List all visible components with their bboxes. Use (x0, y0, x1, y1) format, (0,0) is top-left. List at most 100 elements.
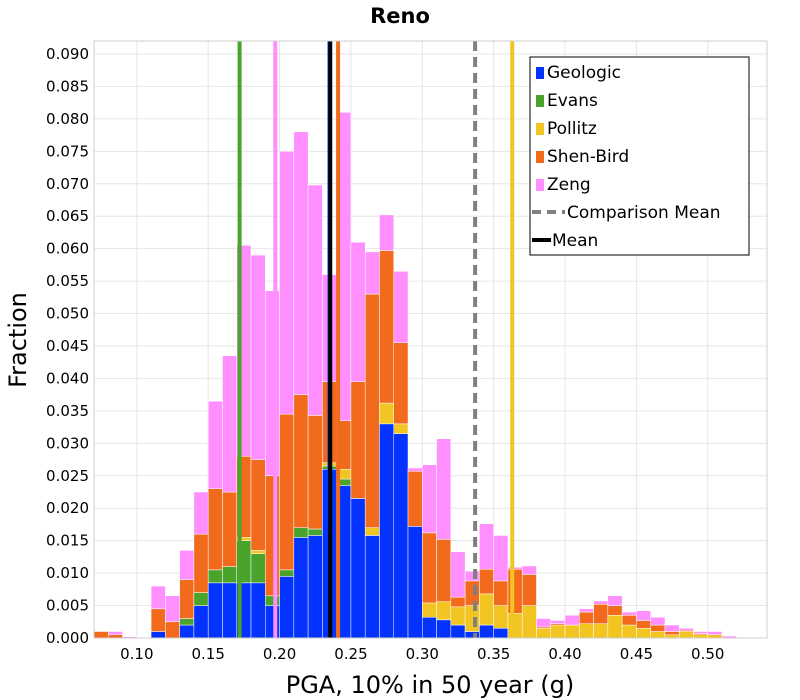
y-tick-label: 0.015 (46, 532, 89, 550)
bar-geologic (464, 631, 480, 639)
y-tick-label: 0.040 (46, 369, 89, 387)
bar-pollitz (678, 631, 694, 639)
legend-swatch (536, 67, 544, 79)
y-tick-label: 0.075 (46, 142, 89, 160)
bar-zeng (593, 600, 609, 605)
bar-pollitz (593, 623, 609, 639)
bar-zeng (493, 535, 509, 582)
y-tick-label: 0.000 (46, 629, 89, 647)
legend-box (529, 56, 750, 256)
bar-pollitz (650, 631, 666, 639)
legend: Geologic Evans Pollitz Shen-Bird Zeng Compari… (529, 56, 750, 256)
y-tick-label: 0.065 (46, 207, 89, 225)
bar-shen-bird (521, 574, 537, 606)
bar-shen-bird (265, 475, 280, 597)
bar-shen-bird (293, 394, 309, 528)
bar-shen-bird (636, 620, 651, 629)
bar-pollitz (621, 624, 637, 639)
bar-zeng (222, 355, 237, 493)
bar-zeng (279, 151, 295, 415)
x-tick-label: 0.40 (548, 645, 581, 663)
bar-shen-bird (479, 568, 494, 595)
bar-shen-bird (650, 624, 666, 632)
bar-geologic (307, 535, 323, 639)
bar-evans (207, 569, 223, 584)
bar-geologic (150, 631, 166, 639)
bar-zeng (436, 438, 452, 540)
bar-zeng (707, 631, 723, 636)
bar-zeng (664, 624, 680, 632)
bar-shen-bird (279, 413, 295, 571)
bar-zeng (293, 131, 309, 395)
bar-shen-bird (436, 539, 452, 602)
bar-zeng (521, 565, 537, 575)
bar-evans (222, 566, 237, 584)
y-tick-label: 0.090 (46, 45, 89, 63)
bar-pollitz (379, 402, 394, 425)
bar-zeng (607, 595, 623, 606)
bar-pollitz (464, 605, 480, 632)
legend-swatch (536, 95, 544, 107)
bar-zeng (150, 585, 166, 610)
bar-shen-bird (607, 605, 623, 616)
bar-geologic (350, 498, 366, 639)
bar-shen-bird (179, 579, 195, 619)
legend-label: Mean (552, 231, 598, 251)
bar-geologic (179, 624, 195, 639)
bar-shen-bird (393, 342, 409, 425)
bar-zeng (464, 570, 480, 582)
bar-shen-bird (407, 470, 423, 527)
bar-shen-bird (464, 580, 480, 606)
bar-zeng (636, 610, 651, 621)
bar-shen-bird (379, 250, 394, 404)
bar-pollitz (493, 605, 509, 629)
bar-shen-bird (422, 532, 437, 604)
bar-geologic (407, 526, 423, 639)
bar-pollitz (521, 605, 537, 639)
bar-pollitz (250, 550, 266, 554)
y-tick-label: 0.070 (46, 175, 89, 193)
bar-geologic (479, 624, 494, 639)
bar-zeng (678, 628, 694, 631)
bar-geologic (364, 535, 380, 639)
bar-geologic (222, 582, 237, 639)
legend-label: Comparison Mean (567, 203, 721, 223)
bar-zeng (550, 620, 566, 624)
bar-shen-bird (250, 459, 266, 551)
bar-shen-bird (579, 611, 594, 624)
bar-evans (293, 527, 309, 538)
legend-swatch (536, 151, 544, 163)
x-tick-label: 0.15 (191, 645, 224, 663)
bar-geologic (279, 576, 295, 639)
bar-shen-bird (93, 631, 109, 639)
y-tick-label: 0.005 (46, 597, 89, 615)
bar-zeng (265, 290, 280, 477)
legend-label: Geologic (547, 63, 621, 83)
y-tick-label: 0.010 (46, 564, 89, 582)
bar-geologic (379, 423, 394, 639)
y-tick-label: 0.030 (46, 434, 89, 452)
bar-zeng (422, 464, 437, 534)
bar-zeng (507, 567, 523, 570)
bar-zeng (179, 550, 195, 580)
bar-shen-bird (364, 293, 380, 528)
bar-shen-bird (207, 488, 223, 571)
bar-shen-bird (193, 533, 209, 593)
bar-zeng (307, 184, 323, 416)
bar-shen-bird (507, 568, 523, 614)
bar-zeng (564, 615, 580, 626)
bar-evans (307, 528, 323, 536)
bar-evans (193, 592, 209, 606)
legend-label: Shen-Bird (547, 147, 629, 167)
bar-geologic (493, 628, 509, 639)
y-tick-label: 0.060 (46, 240, 89, 258)
bar-zeng (207, 400, 223, 489)
chart-title: Reno (370, 4, 430, 28)
y-tick-label: 0.080 (46, 110, 89, 128)
bar-pollitz (564, 624, 580, 639)
bar-geologic (250, 582, 266, 639)
bar-geologic (293, 537, 309, 639)
bar-pollitz (393, 423, 409, 434)
bars-group (93, 112, 737, 639)
y-tick-label: 0.025 (46, 467, 89, 485)
